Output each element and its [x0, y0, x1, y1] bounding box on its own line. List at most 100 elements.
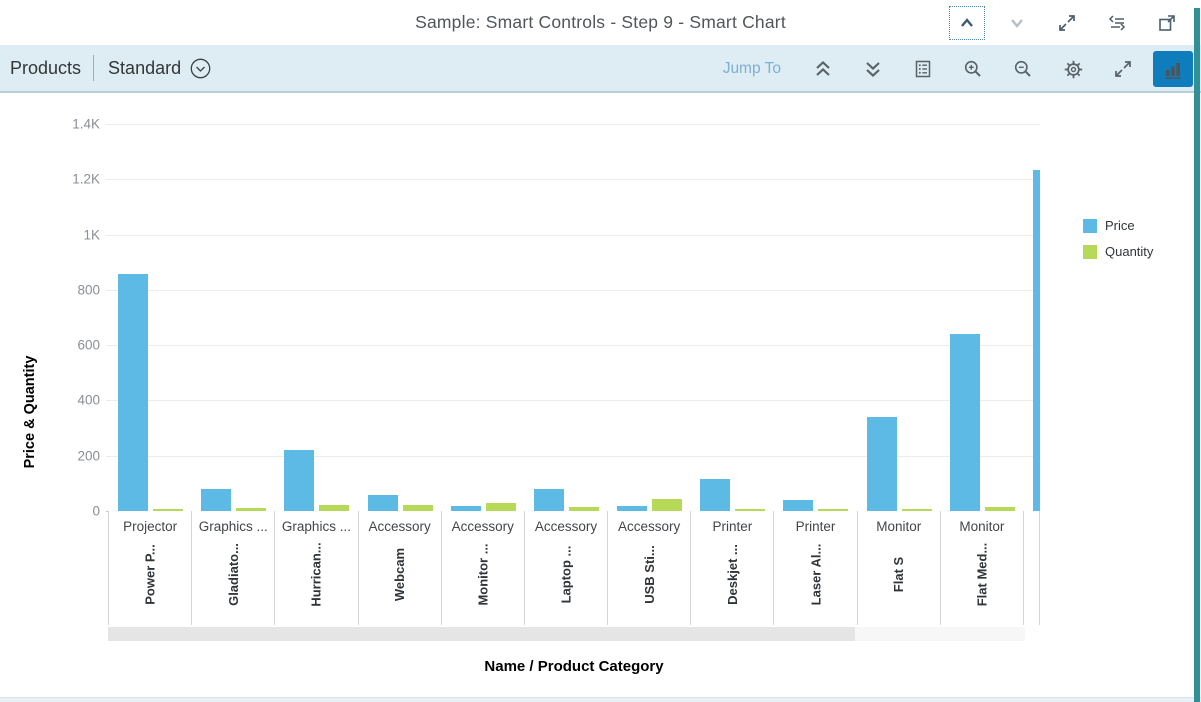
category-label: Graphics ... [198, 519, 268, 534]
collapse-all-icon[interactable] [803, 51, 843, 87]
category-cell: Monitor Flat Med... [939, 511, 1023, 625]
chart-legend: Price Quantity [1083, 218, 1153, 270]
legend-item-quantity[interactable]: Quantity [1083, 244, 1153, 259]
expand-all-icon[interactable] [853, 51, 893, 87]
bar-quantity[interactable] [735, 508, 766, 511]
gridline-1K [106, 234, 1040, 236]
gridline-800 [106, 289, 1040, 291]
legend-label: Quantity [1105, 244, 1154, 259]
category-cell: Accessory Webcam [357, 511, 441, 625]
y-tick-label: 1.4K [72, 116, 100, 132]
category-label: Accessory [368, 519, 431, 534]
bar-price[interactable] [533, 489, 564, 511]
category-cell: Graphics ... Gladiato... [191, 511, 275, 625]
variant-label: Standard [108, 57, 182, 78]
open-in-new-window-icon[interactable] [1151, 8, 1183, 38]
toolbar-separator [93, 55, 95, 81]
bar-price[interactable] [700, 478, 731, 511]
bar-quantity[interactable] [485, 502, 516, 511]
bar-quantity[interactable] [984, 506, 1015, 511]
category-cell: Monitor Flat S [856, 511, 940, 625]
bar-price[interactable] [118, 274, 148, 511]
legend-item-price[interactable]: Price [1083, 218, 1153, 233]
bar-quantity[interactable] [568, 507, 599, 511]
bar-quantity[interactable] [818, 508, 849, 511]
category-label: Projector [123, 519, 178, 534]
y-tick-label: 200 [77, 448, 100, 464]
category-label: Accessory [618, 519, 681, 534]
variant-selector[interactable]: Standard [108, 57, 212, 80]
y-tick-label: 1.2K [72, 171, 100, 187]
bar-chart-icon [1165, 63, 1181, 79]
category-label: Monitor [959, 519, 1005, 534]
bar-quantity[interactable] [402, 504, 433, 511]
bar-quantity[interactable] [153, 509, 183, 511]
y-tick-label: 600 [77, 337, 100, 353]
bar-price-clipped[interactable] [1033, 169, 1040, 511]
chevron-down-icon[interactable] [1001, 8, 1033, 38]
fullscreen-toggle-icon[interactable] [1103, 51, 1143, 87]
circle-chevron-down-icon [190, 58, 211, 78]
header-actions [949, 0, 1183, 45]
category-cell: Printer Laser Al... [773, 511, 857, 625]
legend-swatch [1083, 244, 1097, 259]
category-cell: Projector Power P... [108, 511, 192, 625]
chevron-up-icon[interactable] [949, 5, 985, 40]
horizontal-scrollbar-thumb[interactable] [108, 627, 855, 641]
bar-price[interactable] [201, 488, 232, 511]
bar-price[interactable] [949, 334, 980, 511]
zoom-out-icon[interactable] [1003, 51, 1043, 87]
bar-price[interactable] [284, 450, 315, 511]
legend-swatch [1083, 218, 1097, 233]
category-cell: Accessory USB Sti... [607, 511, 691, 625]
toolbar-right: Jump To [711, 45, 1193, 93]
bar-quantity[interactable] [652, 499, 683, 511]
bar-price[interactable] [617, 505, 648, 511]
category-cell: Graphics ... Hurrican... [274, 511, 358, 625]
y-tick-label: 1K [83, 227, 100, 243]
bar-quantity[interactable] [901, 508, 932, 511]
category-cell: Accessory Monitor ... [440, 511, 524, 625]
fullscreen-icon[interactable] [1051, 8, 1083, 38]
app-header: Sample: Smart Controls - Step 9 - Smart … [0, 0, 1201, 45]
toolbar-left: Products Standard [0, 45, 212, 91]
smart-chart: Price & Quantity Price Quantity Name / Pr… [0, 95, 1201, 697]
footer-strip [0, 697, 1201, 702]
gridline-600 [106, 345, 1040, 347]
legend-label: Price [1105, 218, 1135, 233]
bar-chart-type-button[interactable] [1153, 51, 1193, 87]
y-tick-label: 400 [77, 392, 100, 408]
category-label: Accessory [451, 519, 514, 534]
gridline-400 [106, 400, 1040, 402]
category-cell: Printer Deskjet ... [690, 511, 774, 625]
category-label: Printer [712, 519, 753, 534]
smartchart-toolbar: Products Standard Jump To [0, 45, 1201, 93]
bar-price[interactable] [866, 417, 897, 511]
category-label: Accessory [534, 519, 598, 534]
x-axis-title: Name / Product Category [484, 658, 664, 675]
bar-price[interactable] [450, 505, 481, 511]
chart-plot-area: Price & Quantity Price Quantity Name / Pr… [22, 116, 1154, 676]
category-label: Monitor [876, 519, 922, 534]
category-label: Graphics ... [281, 519, 351, 534]
bar-quantity[interactable] [236, 508, 267, 511]
gridline-200 [106, 455, 1040, 457]
show-code-icon[interactable] [1101, 8, 1133, 38]
category-cell: Accessory Laptop ... [523, 511, 608, 625]
legend-icon[interactable] [903, 51, 943, 87]
bar-price[interactable] [367, 494, 398, 511]
page-title: Sample: Smart Controls - Step 9 - Smart … [415, 12, 786, 32]
y-tick-label: 0 [92, 503, 100, 519]
gridline-1.4K [106, 124, 1040, 125]
settings-gear-icon[interactable] [1053, 51, 1093, 87]
zoom-in-icon[interactable] [953, 51, 993, 87]
gridline-1.2K [106, 179, 1040, 181]
category-cell-partial [1023, 511, 1040, 625]
jump-to-button[interactable]: Jump To [722, 60, 781, 77]
y-tick-label: 800 [77, 282, 100, 298]
bar-price[interactable] [783, 499, 814, 511]
bar-quantity[interactable] [319, 505, 350, 511]
chart-header-label: Products [10, 57, 82, 78]
category-label: Printer [795, 519, 836, 534]
vertical-scrollbar[interactable] [1194, 8, 1200, 702]
